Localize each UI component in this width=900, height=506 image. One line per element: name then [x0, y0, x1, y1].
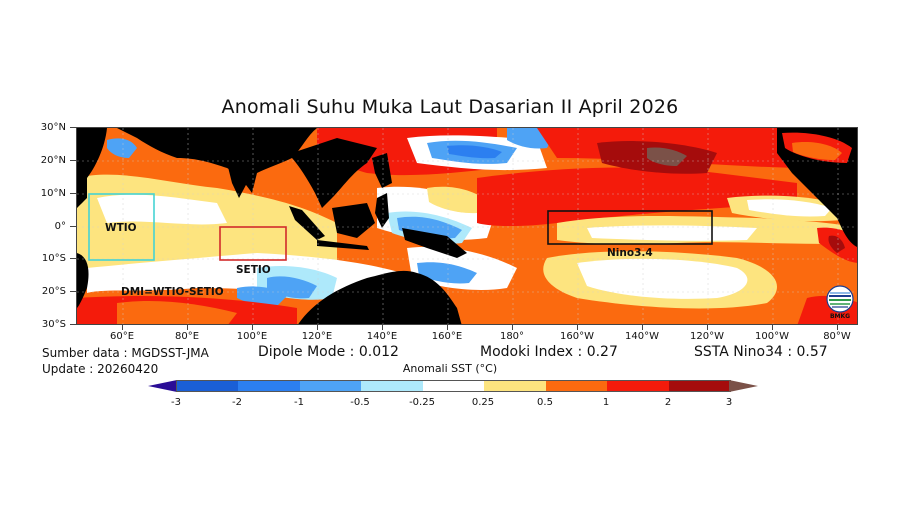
dipole-mode-value: Dipole Mode : 0.012 — [258, 344, 399, 360]
colorbar-tick: -2 — [232, 397, 242, 408]
x-tick — [122, 325, 123, 330]
wtio-box — [88, 193, 155, 261]
bmkg-logo-text: BMKG — [829, 313, 851, 320]
y-label-30s: 30°S — [41, 319, 66, 330]
bin-neg1-neg05 — [300, 381, 361, 391]
setio-label: SETIO — [236, 264, 271, 276]
y-tick — [70, 291, 76, 292]
y-label-20s: 20°S — [41, 286, 66, 297]
x-label-80w: 80°W — [823, 331, 851, 342]
colorbar-tick: -0.5 — [350, 397, 370, 408]
y-tick — [70, 324, 76, 325]
sst-heatmap — [77, 128, 857, 324]
y-tick — [70, 226, 76, 227]
x-tick — [577, 325, 578, 330]
x-tick — [382, 325, 383, 330]
colorbar-tick: 3 — [725, 397, 733, 408]
x-label-120e: 120°E — [301, 331, 333, 342]
colorbar-tick: -0.25 — [409, 397, 435, 408]
colorbar-tick: 0.5 — [537, 397, 553, 408]
bin-2-3 — [669, 381, 730, 391]
y-tick — [70, 160, 76, 161]
colorbar-tick: 2 — [664, 397, 672, 408]
x-label-120w: 120°W — [690, 331, 724, 342]
x-tick — [837, 325, 838, 330]
x-label-140e: 140°E — [366, 331, 398, 342]
colorbar-under-arrow — [148, 380, 177, 392]
y-label-10n: 10°N — [40, 188, 66, 199]
sst-anomaly-map: WTIO SETIO Nino3.4 DMI=WTIO-SETIO BMKG — [76, 127, 858, 325]
bin-neg3-neg2 — [177, 381, 238, 391]
colorbar-over-arrow — [729, 380, 758, 392]
y-label-10s: 10°S — [41, 253, 66, 264]
x-tick — [317, 325, 318, 330]
bin-025-05 — [484, 381, 546, 391]
map-title: Anomali Suhu Muka Laut Dasarian II April… — [221, 96, 679, 118]
dmi-formula-label: DMI=WTIO-SETIO — [121, 286, 224, 298]
x-tick — [772, 325, 773, 330]
x-tick — [252, 325, 253, 330]
bin-neg05-neg025 — [361, 381, 423, 391]
bin-neg2-neg1 — [238, 381, 300, 391]
colorbar-tick: -3 — [171, 397, 181, 408]
x-label-80e: 80°E — [174, 331, 200, 342]
bin-neg025-025 — [423, 381, 484, 391]
colorbar-tick: 1 — [602, 397, 610, 408]
nino34-box — [547, 210, 713, 245]
colorbar-bins — [176, 380, 731, 392]
x-tick — [447, 325, 448, 330]
x-label-100w: 100°W — [755, 331, 789, 342]
x-label-160w: 160°W — [560, 331, 594, 342]
nino34-label: Nino3.4 — [607, 247, 653, 259]
ssta-nino34-value: SSTA Nino34 : 0.57 — [694, 344, 828, 360]
bin-05-1 — [546, 381, 607, 391]
y-label-0: 0° — [54, 221, 66, 232]
x-label-140w: 140°W — [625, 331, 659, 342]
colorbar-title: Anomali SST (°C) — [402, 362, 498, 375]
bin-1-2 — [607, 381, 669, 391]
colorbar-tick: -1 — [294, 397, 304, 408]
colorbar-tick: 0.25 — [471, 397, 495, 408]
y-tick — [70, 258, 76, 259]
setio-box — [219, 226, 287, 261]
x-tick — [512, 325, 513, 330]
x-tick — [187, 325, 188, 330]
y-label-30n: 30°N — [40, 122, 66, 133]
x-tick — [642, 325, 643, 330]
bmkg-logo: BMKG — [825, 284, 855, 324]
x-label-100e: 100°E — [236, 331, 268, 342]
x-label-60e: 60°E — [109, 331, 135, 342]
x-label-160e: 160°E — [431, 331, 463, 342]
bmkg-logo-icon — [826, 285, 854, 313]
x-label-180: 180° — [499, 331, 525, 342]
data-source: Sumber data : MGDSST-JMA — [42, 346, 209, 360]
modoki-index-value: Modoki Index : 0.27 — [480, 344, 618, 360]
y-label-20n: 20°N — [40, 155, 66, 166]
y-tick — [70, 127, 76, 128]
update-date: Update : 20260420 — [42, 362, 159, 376]
x-tick — [707, 325, 708, 330]
y-tick — [70, 193, 76, 194]
wtio-label: WTIO — [105, 222, 137, 234]
